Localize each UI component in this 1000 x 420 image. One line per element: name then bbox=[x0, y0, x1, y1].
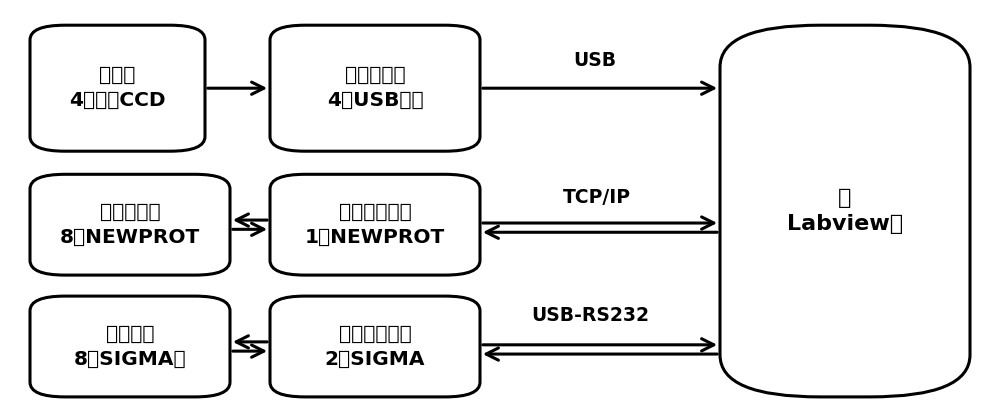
Text: USB: USB bbox=[573, 51, 617, 71]
Text: TCP/IP: TCP/IP bbox=[563, 188, 631, 207]
FancyBboxPatch shape bbox=[30, 296, 230, 397]
FancyBboxPatch shape bbox=[720, 25, 970, 397]
Text: 8维NEWPROT: 8维NEWPROT bbox=[60, 228, 200, 247]
Text: 4路USB视频: 4路USB视频 bbox=[327, 91, 423, 110]
Text: 件: 件 bbox=[838, 189, 852, 208]
Text: Labview软: Labview软 bbox=[787, 214, 903, 234]
FancyBboxPatch shape bbox=[30, 25, 205, 151]
Text: 动平移台: 动平移台 bbox=[106, 324, 154, 344]
FancyBboxPatch shape bbox=[270, 25, 480, 151]
Text: 电动平移台: 电动平移台 bbox=[100, 202, 160, 222]
FancyBboxPatch shape bbox=[30, 174, 230, 275]
Text: 信号采集卡: 信号采集卡 bbox=[345, 66, 405, 85]
Text: 平移台控制器: 平移台控制器 bbox=[339, 202, 411, 222]
Text: 平移台控制器: 平移台控制器 bbox=[339, 324, 411, 344]
Text: 1台NEWPROT: 1台NEWPROT bbox=[305, 228, 445, 247]
Text: 摄像头: 摄像头 bbox=[99, 66, 136, 85]
Text: 8维SIGMA电: 8维SIGMA电 bbox=[74, 349, 186, 369]
FancyBboxPatch shape bbox=[270, 296, 480, 397]
Text: 2台SIGMA: 2台SIGMA bbox=[325, 349, 425, 369]
Text: USB-RS232: USB-RS232 bbox=[531, 306, 649, 326]
Text: 4路真空CCD: 4路真空CCD bbox=[69, 91, 166, 110]
FancyBboxPatch shape bbox=[270, 174, 480, 275]
